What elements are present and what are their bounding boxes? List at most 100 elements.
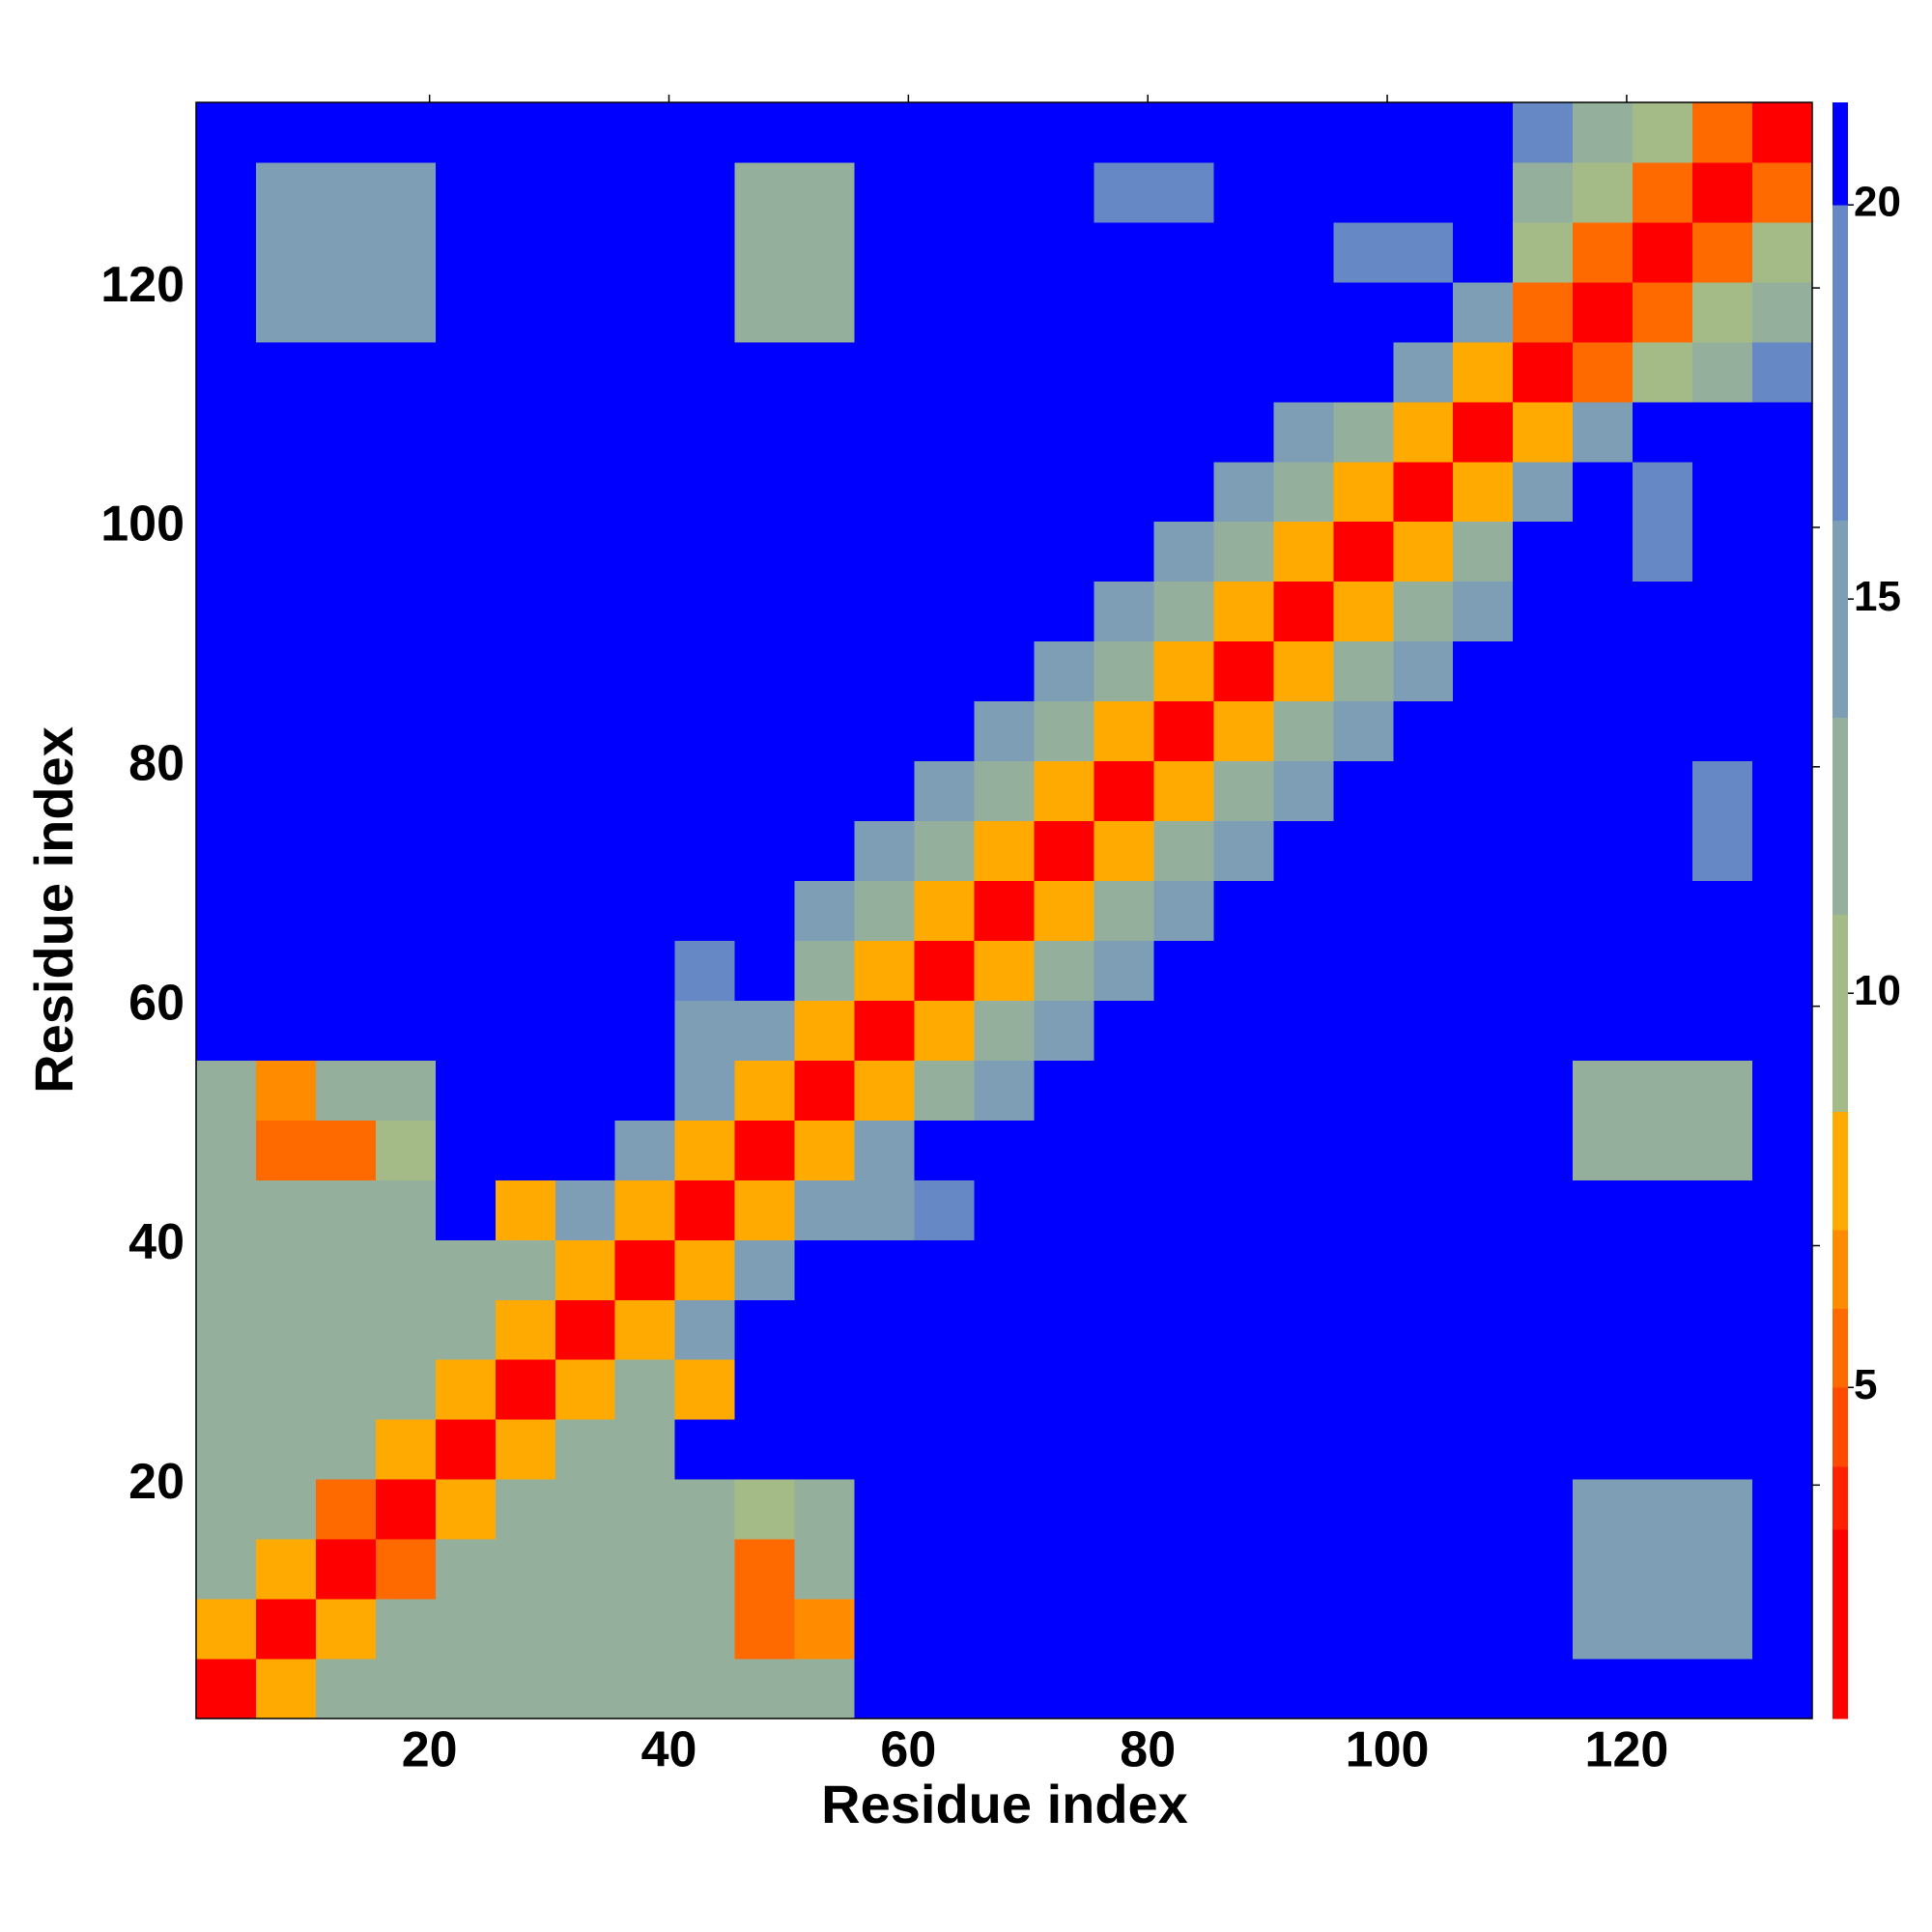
heatmap-cell	[1453, 640, 1514, 702]
heatmap-cell	[1034, 1060, 1094, 1121]
heatmap-cell	[255, 880, 317, 941]
heatmap-cell	[554, 1539, 616, 1600]
heatmap-cell	[1633, 880, 1693, 941]
heatmap-cell	[914, 1179, 976, 1240]
heatmap-cell	[1273, 640, 1334, 702]
heatmap-cell	[914, 820, 976, 882]
heatmap-cell	[1513, 221, 1574, 283]
heatmap-cell	[1213, 221, 1274, 283]
heatmap-cell	[1273, 700, 1334, 762]
heatmap-cell	[375, 940, 437, 1001]
heatmap-cell	[914, 1659, 976, 1719]
heatmap-cell	[1034, 880, 1094, 941]
heatmap-cell	[974, 161, 1035, 223]
heatmap-cell	[1393, 341, 1454, 403]
heatmap-cell	[1333, 1000, 1394, 1061]
heatmap-cell	[1393, 1299, 1454, 1360]
heatmap-cell	[1213, 1000, 1274, 1061]
colorbar-tick-label: 10	[1854, 967, 1901, 1014]
heatmap-cell	[554, 1659, 616, 1719]
heatmap-cell	[1513, 1599, 1574, 1660]
heatmap-cell	[854, 700, 916, 762]
heatmap-cell	[1273, 341, 1334, 403]
heatmap-cell	[1513, 700, 1574, 762]
heatmap-cell	[495, 1659, 556, 1719]
heatmap-cell	[914, 461, 976, 523]
heatmap-cell	[1513, 1239, 1574, 1300]
heatmap-cell	[1273, 1179, 1334, 1240]
heatmap-cell	[1213, 281, 1274, 343]
heatmap-cell	[1453, 161, 1514, 223]
heatmap-cell	[1034, 1239, 1094, 1300]
heatmap-cell	[1752, 1479, 1813, 1540]
heatmap-cell	[495, 461, 556, 523]
heatmap-cell	[614, 341, 676, 403]
heatmap-cell	[674, 760, 736, 822]
heatmap-cell	[1034, 1000, 1094, 1061]
colorbar-tick-label: 5	[1854, 1361, 1877, 1408]
heatmap-cell	[375, 1539, 437, 1600]
heatmap-cell	[1333, 521, 1394, 582]
heatmap-cell	[914, 1120, 976, 1180]
heatmap-cell	[1752, 102, 1813, 163]
heatmap-cell	[315, 1179, 377, 1240]
heatmap-cell	[1752, 1539, 1813, 1600]
heatmap-cell	[1333, 880, 1394, 941]
heatmap-cell	[1094, 940, 1154, 1001]
heatmap-cell	[1513, 760, 1574, 822]
heatmap-cell	[614, 880, 676, 941]
heatmap-cell	[854, 1060, 916, 1121]
heatmap-cell	[315, 1479, 377, 1540]
heatmap-cell	[734, 521, 796, 582]
heatmap-cell	[1692, 880, 1753, 941]
heatmap-cell	[495, 940, 556, 1001]
heatmap-cell	[1633, 401, 1693, 463]
heatmap-cell	[734, 700, 796, 762]
heatmap-cell	[1633, 1060, 1693, 1121]
heatmap-cell	[255, 700, 317, 762]
heatmap-cell	[974, 1659, 1035, 1719]
heatmap-cell	[734, 1000, 796, 1061]
heatmap-cell	[255, 281, 317, 343]
heatmap-cell	[1153, 341, 1214, 403]
heatmap-cell	[1094, 221, 1154, 283]
heatmap-cell	[1333, 221, 1394, 283]
heatmap-cell	[435, 1179, 497, 1240]
heatmap-cell	[674, 1659, 736, 1719]
heatmap-cell	[614, 1599, 676, 1660]
heatmap-cell	[1633, 1000, 1693, 1061]
heatmap-cell	[1034, 820, 1094, 882]
heatmap-cell	[315, 461, 377, 523]
heatmap-cell	[1633, 640, 1693, 702]
heatmap-cell	[794, 880, 856, 941]
heatmap-cell	[315, 640, 377, 702]
heatmap-cell	[734, 341, 796, 403]
heatmap-cell	[1273, 1060, 1334, 1121]
heatmap-cell	[1034, 1179, 1094, 1240]
heatmap-cell	[196, 1179, 257, 1240]
heatmap-cell	[196, 521, 257, 582]
heatmap-cell	[1094, 1120, 1154, 1180]
heatmap-cell	[1094, 1539, 1154, 1600]
heatmap-cell	[315, 161, 377, 223]
heatmap-cell	[1094, 1179, 1154, 1240]
heatmap-cell	[1273, 581, 1334, 642]
heatmap-cell	[196, 880, 257, 941]
heatmap-cell	[1752, 1239, 1813, 1300]
x-axis-title: Residue index	[821, 1774, 1188, 1834]
heatmap-cell	[1333, 102, 1394, 163]
heatmap-cell	[1393, 1539, 1454, 1600]
heatmap-cell	[914, 1599, 976, 1660]
heatmap-cell	[1633, 760, 1693, 822]
heatmap-cell	[1453, 1599, 1514, 1660]
heatmap-cell	[1692, 1239, 1753, 1300]
heatmap-cell	[1273, 1000, 1334, 1061]
heatmap-cell	[1692, 161, 1753, 223]
heatmap-cell	[1573, 521, 1634, 582]
heatmap-cell	[794, 640, 856, 702]
heatmap-cell	[315, 880, 377, 941]
heatmap-cell	[734, 1419, 796, 1480]
heatmap-cell	[854, 1000, 916, 1061]
heatmap-cell	[794, 1299, 856, 1360]
heatmap-cell	[674, 281, 736, 343]
